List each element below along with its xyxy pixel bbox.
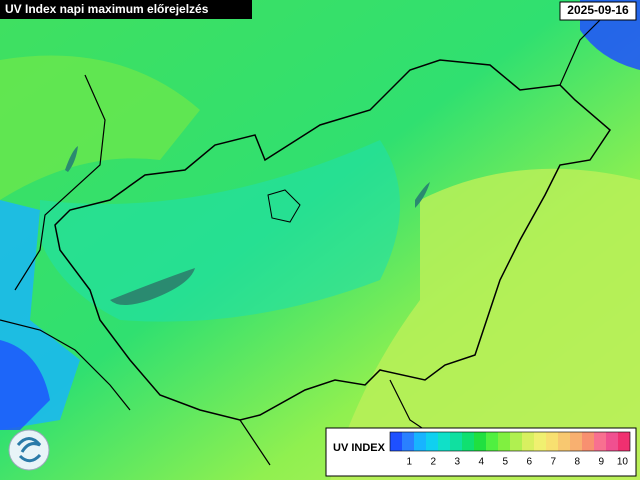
legend-tick-label: 10 — [617, 457, 629, 468]
lake — [65, 146, 78, 172]
field — [40, 140, 400, 322]
legend-bar-frame — [389, 431, 631, 452]
legend-swatch — [570, 432, 582, 451]
legend-swatch — [462, 432, 474, 451]
country-border — [54, 59, 611, 421]
city-border — [267, 189, 301, 223]
legend-swatch — [606, 432, 618, 451]
legend-swatch — [510, 432, 522, 451]
legend-tick-label: 3 — [454, 457, 460, 468]
logo — [8, 429, 50, 471]
legend-tick-label: 7 — [550, 457, 556, 468]
legend-tick-label: 6 — [526, 457, 532, 468]
legend-title: UV INDEX — [333, 442, 386, 454]
legend-swatch — [390, 432, 402, 451]
title: UV Index napi maximum előrejelzés — [5, 2, 209, 16]
legend-swatch — [450, 432, 462, 451]
legend-swatch — [426, 432, 438, 451]
logo-mark — [16, 437, 42, 463]
legend-swatch — [486, 432, 498, 451]
field — [0, 55, 200, 200]
legend-swatch — [618, 432, 630, 451]
date: 2025-09-16 — [567, 3, 629, 17]
legend-swatch — [534, 432, 546, 451]
legend-swatch — [438, 432, 450, 451]
legend-tick-label: 1 — [406, 457, 412, 468]
legend-swatch — [582, 432, 594, 451]
legend-swatch — [594, 432, 606, 451]
legend-swatch — [414, 432, 426, 451]
legend-swatch — [546, 432, 558, 451]
legend-swatch — [402, 432, 414, 451]
legend-swatch — [522, 432, 534, 451]
legend-tick-label: 9 — [598, 457, 604, 468]
legend-tick-label: 4 — [478, 457, 484, 468]
date-box — [559, 1, 637, 21]
field — [0, 340, 50, 430]
legend-tick-label: 8 — [574, 457, 580, 468]
lake — [110, 268, 195, 305]
title-bar — [0, 0, 252, 19]
legend-swatch — [558, 432, 570, 451]
legend-swatch — [474, 432, 486, 451]
legend-tick-label: 5 — [502, 457, 508, 468]
legend-swatch — [498, 432, 510, 451]
legend-tick-label: 2 — [430, 457, 436, 468]
neighbor-border — [0, 19, 601, 466]
lake — [415, 182, 430, 208]
